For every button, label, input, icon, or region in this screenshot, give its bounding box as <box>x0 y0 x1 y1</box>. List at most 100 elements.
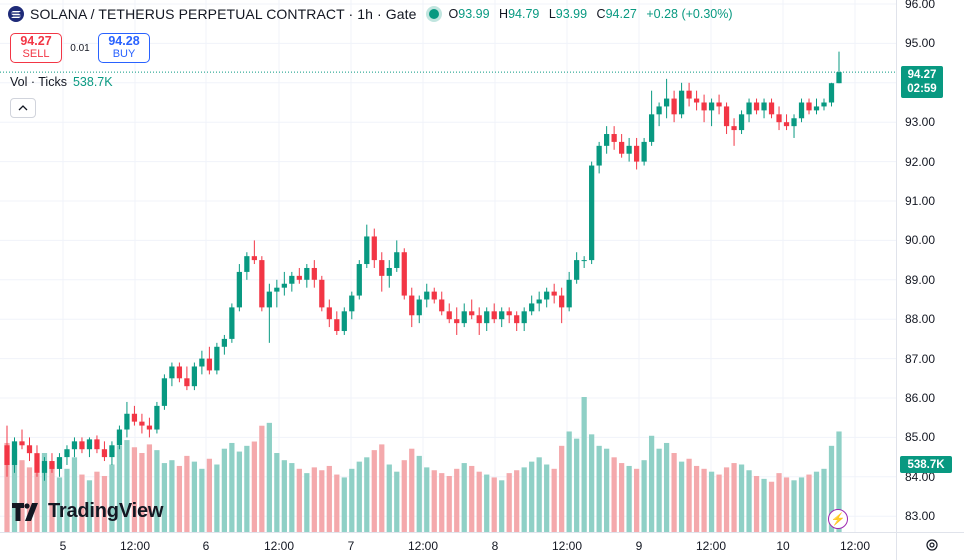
volume-bar <box>409 448 415 532</box>
volume-bar <box>139 453 145 532</box>
candle-body <box>311 267 317 280</box>
volume-bar <box>589 434 595 532</box>
volume-bar <box>206 458 213 532</box>
low-value: 93.99 <box>555 7 588 21</box>
candle-body <box>589 165 595 261</box>
volume-bar <box>663 442 670 532</box>
price-tick-label: 93.00 <box>905 115 936 130</box>
volume-bar <box>49 463 55 532</box>
time-tick-label: 12:00 <box>119 539 151 553</box>
volume-bar <box>266 422 272 532</box>
candle-body <box>229 307 235 339</box>
volume-value: 538.7K <box>72 75 113 89</box>
candle-body <box>701 102 707 111</box>
volume-bar <box>506 473 512 532</box>
volume-bar <box>514 470 520 532</box>
tradingview-logo[interactable]: TradingView <box>12 500 163 523</box>
candle-body <box>401 252 407 296</box>
volume-bar <box>199 468 205 532</box>
buy-price: 94.28 <box>108 34 140 48</box>
candle-body <box>424 291 430 300</box>
volume-bar <box>574 438 580 532</box>
volume-bars <box>4 397 842 532</box>
volume-bar <box>813 471 820 532</box>
volume-bar <box>109 464 115 532</box>
volume-bar <box>738 464 745 532</box>
candle-body <box>49 461 55 469</box>
volume-bar <box>116 445 123 532</box>
time-tick-label: 12:00 <box>695 539 727 553</box>
candle-body <box>109 445 115 458</box>
volume-bar <box>693 465 700 532</box>
volume-bar <box>761 478 767 532</box>
volume-bar <box>191 461 198 532</box>
volume-bar <box>311 467 317 532</box>
candle-body <box>266 291 272 308</box>
candle-body <box>581 260 587 262</box>
volume-bar <box>656 448 662 532</box>
volume-bar <box>41 453 48 532</box>
candle-body <box>806 102 812 111</box>
volume-bar <box>431 470 437 532</box>
lightning-icon[interactable]: ⚡ <box>828 509 848 529</box>
volume-bar <box>394 471 400 532</box>
candle-body <box>761 102 767 111</box>
candle-body <box>476 315 482 324</box>
volume-bar <box>289 463 295 532</box>
candle-body <box>604 134 610 146</box>
candle-body <box>364 236 370 265</box>
volume-bar <box>768 481 775 532</box>
volume-bar <box>476 471 482 532</box>
candle-body <box>334 319 340 332</box>
candle-body <box>124 413 130 430</box>
ohlc-legend: O93.99 H94.79 L93.99 C94.27 +0.28 (+0.30… <box>449 7 739 21</box>
candle-body <box>416 299 422 316</box>
candle-body <box>708 102 715 111</box>
volume-bar <box>529 461 535 532</box>
volume-bar <box>94 471 100 532</box>
buy-button[interactable]: 94.28 BUY <box>98 33 150 63</box>
last-volume-tag: 538.7K <box>900 456 952 473</box>
volume-bar <box>821 468 827 532</box>
candle-body <box>529 303 535 312</box>
volume-bar <box>551 468 557 532</box>
market-open-icon <box>428 9 439 19</box>
price-tick-label: 91.00 <box>905 194 936 208</box>
candle-body <box>716 102 722 107</box>
volume-bar <box>319 470 325 532</box>
volume-bar <box>484 474 490 532</box>
candle-body <box>139 421 145 426</box>
time-tick-label: 6 <box>202 539 210 553</box>
candle-body <box>521 311 527 324</box>
gear-icon[interactable] <box>925 538 939 552</box>
candle-body <box>551 291 557 296</box>
high-label: H <box>499 7 509 21</box>
collapse-legend-button[interactable] <box>10 98 36 118</box>
volume-legend[interactable]: Vol · Ticks 538.7K <box>10 75 113 89</box>
low-label: L <box>548 7 556 21</box>
candle-body <box>296 275 302 280</box>
volume-bar <box>296 468 302 532</box>
candle-body <box>94 439 100 450</box>
volume-bar <box>783 477 790 532</box>
volume-bar <box>581 397 587 532</box>
candle-body <box>41 461 48 473</box>
volume-bar <box>379 444 385 532</box>
time-tick-label: 9 <box>635 539 643 553</box>
candle-body <box>619 141 625 154</box>
price-tick-label: 90.00 <box>905 233 936 248</box>
candle-body <box>836 72 842 84</box>
volume-bar <box>416 455 422 532</box>
symbol-title[interactable]: SOLANA / TETHERUS PERPETUAL CONTRACT · 1… <box>30 6 417 22</box>
candle-body <box>191 366 198 387</box>
volume-bar <box>11 448 18 532</box>
candle-body <box>176 366 183 379</box>
volume-bar <box>371 450 377 532</box>
sell-button[interactable]: 94.27 SELL <box>10 33 62 63</box>
candle-body <box>828 83 835 103</box>
candle-body <box>648 114 655 142</box>
volume-bar <box>708 471 715 532</box>
volume-bar <box>161 463 168 532</box>
bar-countdown: 02:59 <box>907 83 937 95</box>
